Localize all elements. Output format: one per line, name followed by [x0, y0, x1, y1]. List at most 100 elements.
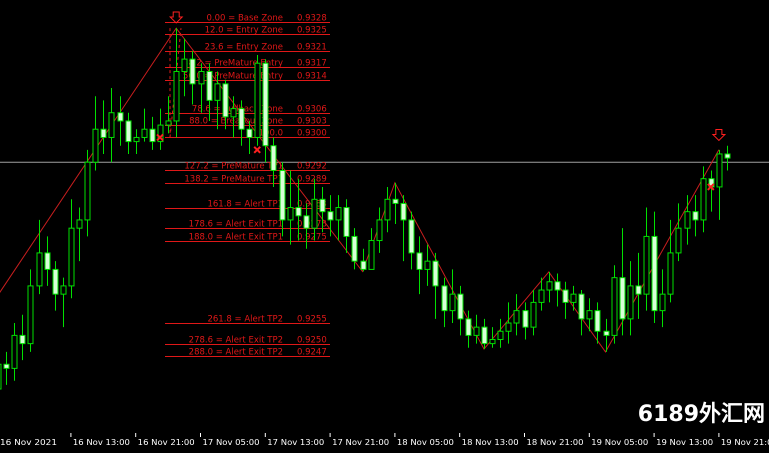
candle-body — [530, 301, 537, 328]
candle-body — [643, 235, 650, 295]
fib-level-label: 0.00 = Base Zone — [207, 14, 284, 24]
candle-body — [198, 70, 205, 85]
candle — [473, 314, 480, 344]
candle-body — [546, 281, 553, 291]
zigzag-indicator — [0, 27, 720, 353]
candle — [36, 219, 43, 295]
candle — [76, 207, 83, 262]
candle — [522, 302, 529, 340]
candle — [327, 195, 334, 237]
candle-body — [27, 285, 34, 345]
candle-body — [457, 293, 464, 320]
candle — [724, 145, 731, 171]
candle-body — [416, 252, 423, 270]
candle-body — [489, 339, 496, 345]
fib-level-value: 0.9275 — [297, 233, 327, 243]
candle — [157, 108, 164, 150]
candle — [360, 248, 367, 272]
candle — [692, 195, 699, 237]
candle — [432, 252, 439, 319]
candle — [230, 96, 237, 138]
candle — [125, 112, 132, 154]
zigzag-line — [0, 27, 720, 353]
fib-level-label: 178.6 = Alert Exit TP1 — [189, 220, 283, 230]
time-tick-label: 18 Nov 05:00 — [397, 438, 454, 447]
candle-body — [408, 219, 415, 254]
candle — [424, 244, 431, 286]
candle-body — [238, 108, 245, 130]
candle — [206, 63, 213, 121]
cross-icon — [707, 183, 715, 191]
candle-body — [335, 207, 342, 221]
candle — [189, 50, 196, 105]
time-tick-label: 16 Nov 21:00 — [138, 438, 195, 447]
candle-body — [76, 219, 83, 229]
candle — [343, 199, 350, 253]
fib-level-label: 88.0 = Breakout Zone — [189, 117, 283, 127]
candle-body — [206, 70, 213, 101]
fib-level-value: 0.9328 — [297, 14, 327, 24]
candle — [530, 290, 537, 336]
candle-body — [473, 326, 480, 336]
candle-body — [611, 277, 618, 336]
fib-level-label: 138.2 = PreMature TP1 — [184, 175, 283, 185]
candle-body — [586, 310, 593, 320]
fib-level-value: 0.9250 — [297, 336, 327, 346]
candle-body — [659, 293, 666, 312]
candle — [684, 195, 691, 245]
time-tick-label: 17 Nov 13:00 — [267, 438, 324, 447]
candle — [546, 271, 553, 303]
fib-level-label: 288.0 = Alert Exit TP2 — [189, 348, 283, 358]
candle-body — [60, 285, 67, 295]
candle-body — [125, 120, 132, 143]
candle — [319, 186, 326, 233]
fib-level-label: 188.0 = Alert Exit TP1 — [189, 233, 283, 243]
candle-body — [222, 83, 229, 118]
fib-level-label: 12.0 = Entry Zone — [205, 26, 283, 36]
candle — [594, 302, 601, 344]
candle — [149, 116, 156, 150]
candle — [384, 186, 391, 233]
candle — [117, 96, 124, 146]
candle — [716, 149, 723, 220]
candle-body — [505, 322, 512, 332]
candle — [562, 281, 569, 319]
candle-body — [0, 363, 2, 390]
candle — [449, 269, 456, 324]
candle-body — [360, 260, 367, 270]
candle-body — [108, 112, 115, 138]
candles — [0, 28, 731, 390]
candle-body — [594, 310, 601, 332]
candle-body — [376, 219, 383, 242]
candle-body — [44, 252, 51, 270]
candle-body — [692, 211, 699, 221]
candle-body — [173, 70, 180, 122]
candle-body — [311, 198, 318, 229]
fib-level-value: 0.9300 — [297, 129, 327, 139]
candle-body — [52, 268, 59, 295]
fib-level-label: 38.2 = PreMature Entry — [183, 59, 283, 69]
time-tick-label: 19 Nov 05:00 — [591, 438, 648, 447]
candle — [60, 277, 67, 328]
candle — [700, 166, 707, 233]
candle — [619, 228, 626, 336]
candle-body — [497, 330, 504, 341]
candle — [603, 318, 610, 352]
candle — [311, 178, 318, 241]
time-tick-label: 16 Nov 2021 — [0, 438, 57, 447]
candle — [19, 314, 26, 361]
candle-body — [635, 285, 642, 295]
candle — [279, 162, 286, 237]
candle-body — [287, 207, 294, 221]
candle-body — [716, 153, 723, 188]
candle-body — [351, 235, 358, 262]
candle — [100, 100, 107, 154]
candle — [222, 79, 229, 130]
candle-body — [254, 62, 261, 138]
time-tick-label: 17 Nov 05:00 — [203, 438, 260, 447]
cross-icon — [156, 133, 164, 142]
candle-body — [36, 252, 43, 287]
candle — [643, 207, 650, 311]
